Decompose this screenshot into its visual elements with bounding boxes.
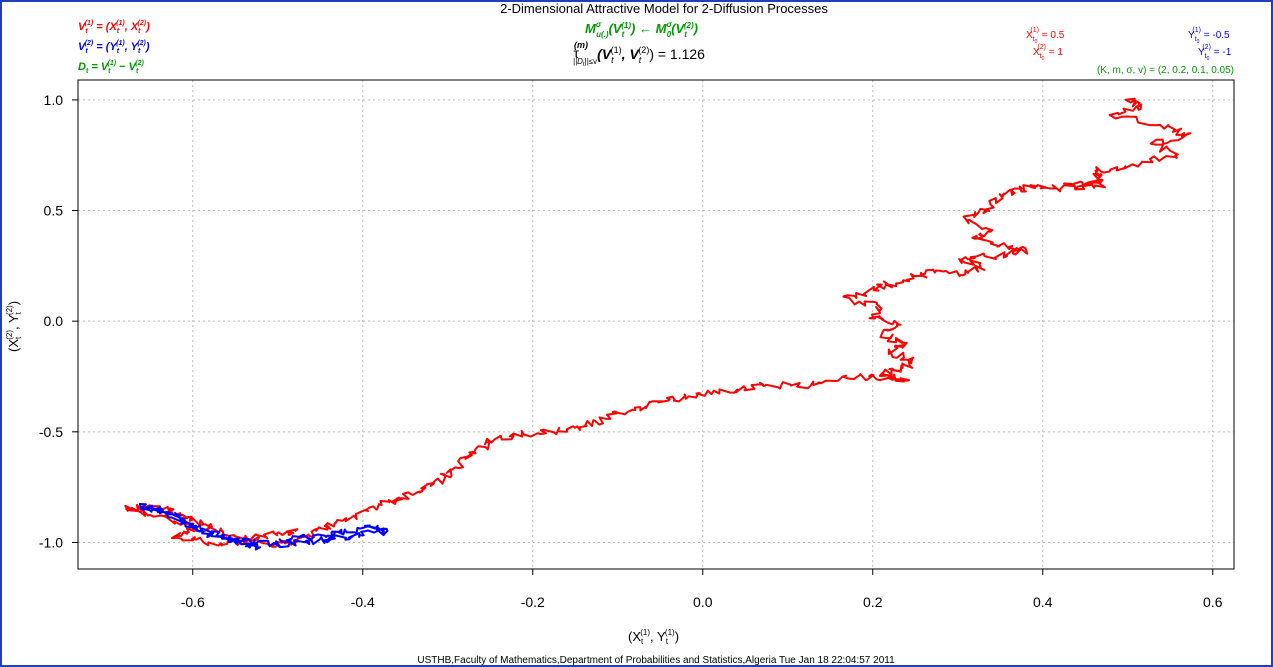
- x-axis-label: (Xt(1), Yt(1)): [628, 628, 679, 646]
- subtitle-model: Mσ u(.)(Vt(1)) ← Mσ 0(Vt(2)): [585, 20, 698, 39]
- y-tick-label: 0.0: [44, 313, 64, 329]
- y1-initial: Yt0(1) = -0.5: [1188, 27, 1230, 45]
- x1-initial: Xt0(1) = 0.5: [1026, 27, 1065, 45]
- legend: Vt(1) = (Xt(1), Xt(2)) Vt(2) = (Yt(1), Y…: [78, 20, 150, 75]
- series-layer: [124, 97, 1192, 551]
- x-axis: -0.6 -0.4 -0.2 0.0 0.2 0.4 0.6: [181, 569, 1223, 610]
- y-tick-label: 0.5: [44, 203, 64, 219]
- y-tick-label: -1.0: [39, 534, 63, 550]
- footer-credit: USTHB,Faculty of Mathematics,Department …: [417, 655, 895, 666]
- chart-title: 2-Dimensional Attractive Model for 2-Dif…: [500, 1, 828, 16]
- series-path-1: [124, 97, 1192, 548]
- y-tick-label: 1.0: [44, 92, 64, 108]
- legend-item-v1: Vt(1) = (Xt(1), Xt(2)): [78, 20, 150, 35]
- legend-item-v2: Vt(2) = (Yt(1), Yt(2)): [78, 40, 150, 55]
- x-tick-label: 0.0: [693, 594, 713, 610]
- y2-initial: Yt0(2) = -1: [1198, 44, 1232, 62]
- x-tick-label: 0.4: [1033, 594, 1053, 610]
- subtitle-tau: τ(m) ||Dt||≤v(Vt(1), Vt(2)) = 1.126: [573, 40, 705, 68]
- plot-area: [77, 79, 1235, 570]
- x-tick-label: -0.2: [521, 594, 545, 610]
- parameters-label: (K, m, σ, v) = (2, 0.2, 0.1, 0.05): [1097, 65, 1234, 76]
- x-initial-values: Xt0(1) = 0.5 Xt0(2) = 1: [1026, 27, 1065, 62]
- legend-item-d: Dt = Vt(1) − Vt(2): [78, 60, 145, 75]
- series-path-2: [138, 503, 389, 551]
- x-tick-label: -0.4: [351, 594, 375, 610]
- x-tick-label: 0.2: [863, 594, 883, 610]
- x-tick-label: -0.6: [181, 594, 205, 610]
- x-tick-label: 0.6: [1203, 594, 1223, 610]
- x2-initial: Xt0(2) = 1: [1033, 44, 1063, 62]
- y-tick-label: -0.5: [39, 424, 63, 440]
- grid: [78, 80, 1234, 569]
- y-initial-values: Yt0(1) = -0.5 Yt0(2) = -1: [1188, 27, 1232, 62]
- y-axis: 1.0 0.5 0.0 -0.5 -1.0: [39, 92, 78, 550]
- y-axis-label: (Xt(2), Yt(2)): [5, 301, 23, 352]
